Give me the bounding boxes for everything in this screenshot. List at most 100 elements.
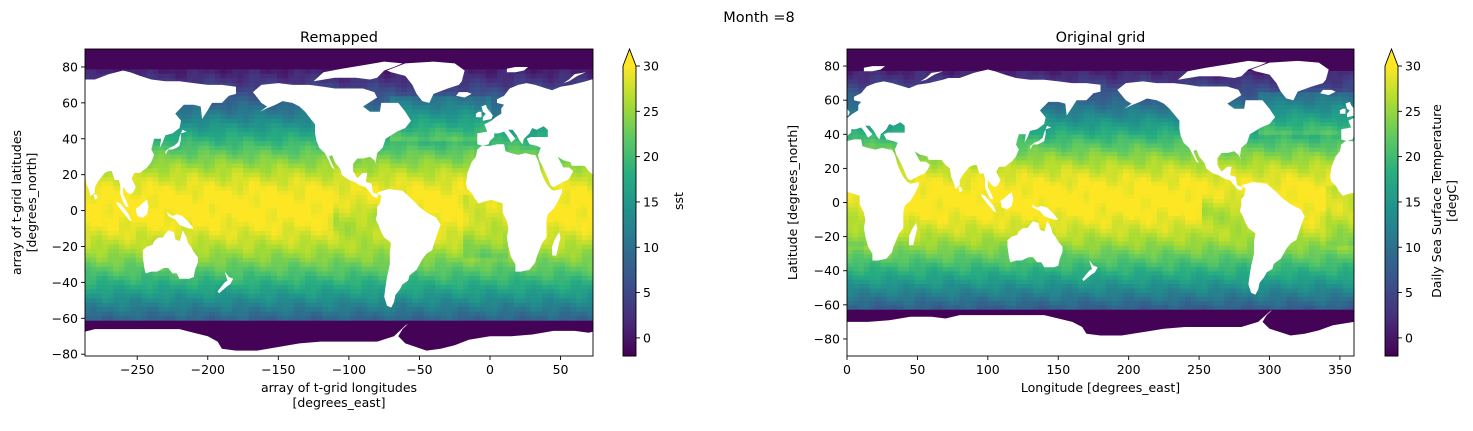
sst-cell xyxy=(265,163,272,169)
sst-cell xyxy=(395,154,402,160)
sst-cell xyxy=(350,243,357,249)
sst-cell xyxy=(186,315,193,321)
sst-cell xyxy=(581,230,588,236)
sst-cell xyxy=(265,315,272,321)
sst-cell xyxy=(293,297,301,303)
sst-cell xyxy=(276,270,284,276)
sst-cell xyxy=(226,329,233,335)
sst-cell xyxy=(101,203,109,209)
sst-cell xyxy=(254,288,261,294)
sst-cell xyxy=(243,239,250,245)
sst-cell xyxy=(254,239,261,245)
sst-cell xyxy=(85,257,92,263)
sst-cell xyxy=(118,315,126,321)
sst-cell xyxy=(220,338,227,344)
sst-cell xyxy=(118,234,126,240)
sst-cell xyxy=(130,230,137,236)
sst-cell xyxy=(209,163,216,169)
sst-cell xyxy=(384,266,391,272)
sst-cell xyxy=(293,113,301,119)
sst-cell xyxy=(180,109,188,115)
sst-cell xyxy=(276,212,284,218)
sst-cell xyxy=(372,176,380,182)
sst-cell xyxy=(237,266,244,272)
sst-cell xyxy=(231,189,238,196)
sst-cell xyxy=(525,329,532,335)
sst-cell xyxy=(113,302,120,308)
sst-cell xyxy=(564,207,572,213)
sst-cell xyxy=(209,118,216,124)
sst-cell xyxy=(276,225,284,231)
sst-cell xyxy=(361,163,368,169)
sst-cell xyxy=(305,338,312,344)
sst-cell xyxy=(547,212,555,218)
sst-cell xyxy=(152,185,159,191)
sst-cell xyxy=(203,185,210,191)
sst-cell xyxy=(344,338,351,344)
sst-cell xyxy=(310,315,318,321)
sst-cell xyxy=(220,243,227,249)
sst-cell xyxy=(259,136,267,142)
sst-cell xyxy=(231,293,238,299)
sst-cell xyxy=(259,257,267,263)
sst-cell xyxy=(310,189,318,196)
sst-cell xyxy=(192,324,199,330)
sst-cell xyxy=(271,239,278,245)
sst-cell xyxy=(141,270,148,276)
sst-cell xyxy=(519,311,526,317)
sst-cell xyxy=(214,167,222,173)
sst-cell xyxy=(214,311,222,317)
sst-cell xyxy=(259,194,267,200)
sst-cell xyxy=(553,315,560,321)
sst-cell xyxy=(305,212,312,218)
sst-cell xyxy=(547,216,555,222)
sst-cell xyxy=(355,243,363,249)
sst-cell xyxy=(243,154,250,160)
sst-cell xyxy=(237,140,244,146)
sst-cell xyxy=(214,207,222,213)
sst-cell xyxy=(440,113,447,119)
sst-cell xyxy=(254,180,261,187)
sst-cell xyxy=(271,198,278,204)
sst-cell xyxy=(367,293,374,299)
sst-cell xyxy=(237,329,244,335)
sst-cell xyxy=(446,185,453,191)
sst-cell xyxy=(513,311,521,317)
sst-cell xyxy=(547,234,555,240)
sst-cell xyxy=(434,342,442,348)
sst-cell xyxy=(282,167,289,173)
sst-cell xyxy=(254,230,261,236)
sst-cell xyxy=(254,234,261,240)
sst-cell xyxy=(113,311,120,317)
sst-cell xyxy=(576,203,583,209)
sst-cell xyxy=(293,122,301,128)
sst-cell xyxy=(288,185,295,191)
sst-cell xyxy=(361,288,368,294)
sst-cell xyxy=(226,149,233,155)
sst-cell xyxy=(542,266,549,272)
sst-cell xyxy=(305,163,312,169)
sst-cell xyxy=(559,194,566,200)
sst-cell xyxy=(434,239,442,245)
sst-cell xyxy=(576,311,583,317)
sst-cell xyxy=(327,234,334,240)
sst-cell xyxy=(175,136,182,142)
sst-cell xyxy=(243,342,250,348)
sst-cell xyxy=(259,163,267,169)
sst-cell xyxy=(344,252,351,258)
sst-cell xyxy=(85,266,92,272)
sst-cell xyxy=(587,221,593,227)
sst-cell xyxy=(536,329,543,335)
sst-cell xyxy=(118,275,126,281)
sst-cell xyxy=(418,266,425,272)
sst-cell xyxy=(395,324,402,330)
sst-cell xyxy=(327,257,334,263)
sst-cell xyxy=(559,297,566,303)
sst-cell xyxy=(293,324,301,330)
sst-cell xyxy=(299,118,306,124)
sst-cell xyxy=(310,136,318,142)
sst-cell xyxy=(85,315,92,321)
sst-cell xyxy=(231,167,238,173)
sst-cell xyxy=(468,149,476,155)
sst-cell xyxy=(254,145,261,151)
